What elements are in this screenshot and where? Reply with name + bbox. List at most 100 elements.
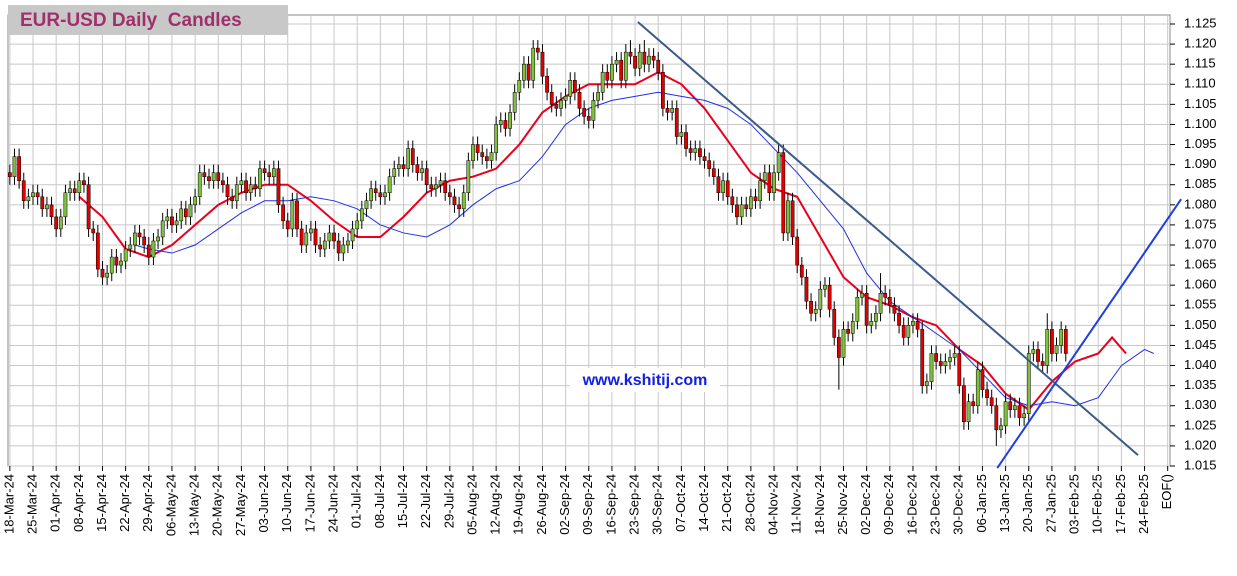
candle-body — [290, 200, 295, 230]
x-tick-label: 11-Nov-24 — [789, 474, 804, 534]
candle-body — [887, 296, 892, 306]
x-tick-label: 09-Sep-24 — [580, 474, 595, 535]
x-tick-label: 08-Jul-24 — [372, 474, 387, 528]
candle-body — [410, 148, 415, 165]
candle-body — [897, 313, 901, 326]
candle-body — [989, 397, 994, 406]
candle-body — [58, 216, 63, 230]
candle-body — [1050, 329, 1054, 354]
candle-body — [929, 353, 934, 382]
candle-body — [355, 220, 360, 230]
candle-body — [531, 47, 536, 81]
candle-body — [975, 369, 980, 406]
candle-body — [313, 228, 318, 246]
candle-body — [397, 164, 401, 169]
candle-body — [7, 172, 12, 177]
candle-body — [1031, 349, 1036, 354]
candle-body — [772, 172, 776, 194]
candle-body — [999, 425, 1003, 431]
candle-body — [26, 196, 31, 202]
y-tick-label: 1.105 — [1184, 96, 1217, 111]
candle-body — [160, 220, 165, 238]
x-tick-label: 25-Mar-24 — [24, 474, 39, 534]
candle-body — [628, 51, 633, 57]
x-tick-label: 28-Oct-24 — [742, 474, 757, 532]
candle-body — [869, 321, 874, 326]
candle-body — [545, 75, 549, 93]
candle-body — [327, 232, 332, 242]
candle-body — [123, 248, 128, 262]
candle-body — [295, 200, 299, 230]
candle-body — [600, 71, 605, 93]
candle-body — [823, 284, 827, 290]
candle-body — [373, 188, 378, 194]
candle-body — [1063, 329, 1068, 354]
candle-body — [485, 156, 489, 161]
candle-body — [383, 192, 387, 198]
candle-body — [554, 104, 559, 109]
y-tick-label: 1.035 — [1184, 377, 1217, 392]
candle-body — [753, 196, 758, 202]
x-tick-label: 29-Jul-24 — [441, 474, 456, 528]
y-tick-label: 1.020 — [1184, 437, 1217, 452]
x-tick-label: 10-Jun-24 — [279, 474, 294, 533]
candle-body — [133, 232, 137, 246]
candle-body — [1017, 405, 1022, 419]
candle-body — [721, 180, 725, 194]
candle-body — [591, 100, 596, 121]
candle-body — [938, 361, 943, 366]
candle-body — [924, 381, 929, 386]
candle-body — [573, 80, 577, 93]
y-tick-label: 1.045 — [1184, 337, 1217, 352]
candle-body — [660, 71, 665, 109]
candle-body — [883, 292, 888, 298]
candle-body — [730, 196, 735, 206]
x-tick-label: 22-Apr-24 — [117, 474, 132, 532]
candle-body — [281, 204, 285, 222]
candle-body — [526, 63, 531, 81]
candle-body — [225, 184, 230, 198]
x-tick-label: 06-May-24 — [163, 474, 178, 536]
x-tick-label: 29-Apr-24 — [140, 474, 155, 532]
candle-body — [1026, 353, 1031, 415]
x-tick-label: 03-Jun-24 — [256, 474, 271, 533]
candle-body — [962, 385, 966, 423]
candle-body — [12, 156, 17, 177]
candle-body — [207, 176, 211, 181]
x-tick-label: 13-Jan-25 — [997, 474, 1012, 533]
candle-body — [165, 216, 170, 222]
candle-body — [304, 232, 309, 246]
candle-body — [966, 401, 971, 423]
candle-body — [253, 184, 258, 189]
candle-body — [832, 309, 837, 338]
candle-body — [299, 228, 304, 246]
candle-body — [452, 196, 457, 206]
candle-body — [841, 329, 846, 358]
candle-body — [559, 100, 563, 109]
candle-body — [920, 329, 925, 386]
y-tick-label: 1.120 — [1184, 36, 1217, 51]
candle-body — [420, 168, 424, 173]
candle-body — [665, 108, 670, 113]
x-tick-label: 27-May-24 — [233, 474, 248, 536]
candle-body — [985, 389, 989, 398]
y-tick-label: 1.100 — [1184, 116, 1217, 131]
candle-body — [688, 148, 693, 153]
candle-body — [151, 240, 156, 258]
candle-body — [850, 321, 855, 334]
candle-body — [915, 321, 920, 330]
candle-body — [72, 188, 77, 194]
x-tick-label: 19-Aug-24 — [511, 474, 526, 535]
candle-body — [45, 204, 49, 210]
candle-body — [934, 353, 938, 362]
y-tick-label: 1.030 — [1184, 397, 1217, 412]
candle-body — [684, 132, 688, 149]
candle-body — [369, 188, 373, 202]
candle-body — [221, 180, 225, 185]
candle-body — [744, 204, 749, 210]
candle-body — [387, 176, 392, 194]
candle-body — [813, 309, 818, 314]
candle-body — [146, 244, 151, 258]
x-tick-label: 30-Dec-24 — [951, 474, 966, 535]
candle-body — [1036, 349, 1040, 362]
